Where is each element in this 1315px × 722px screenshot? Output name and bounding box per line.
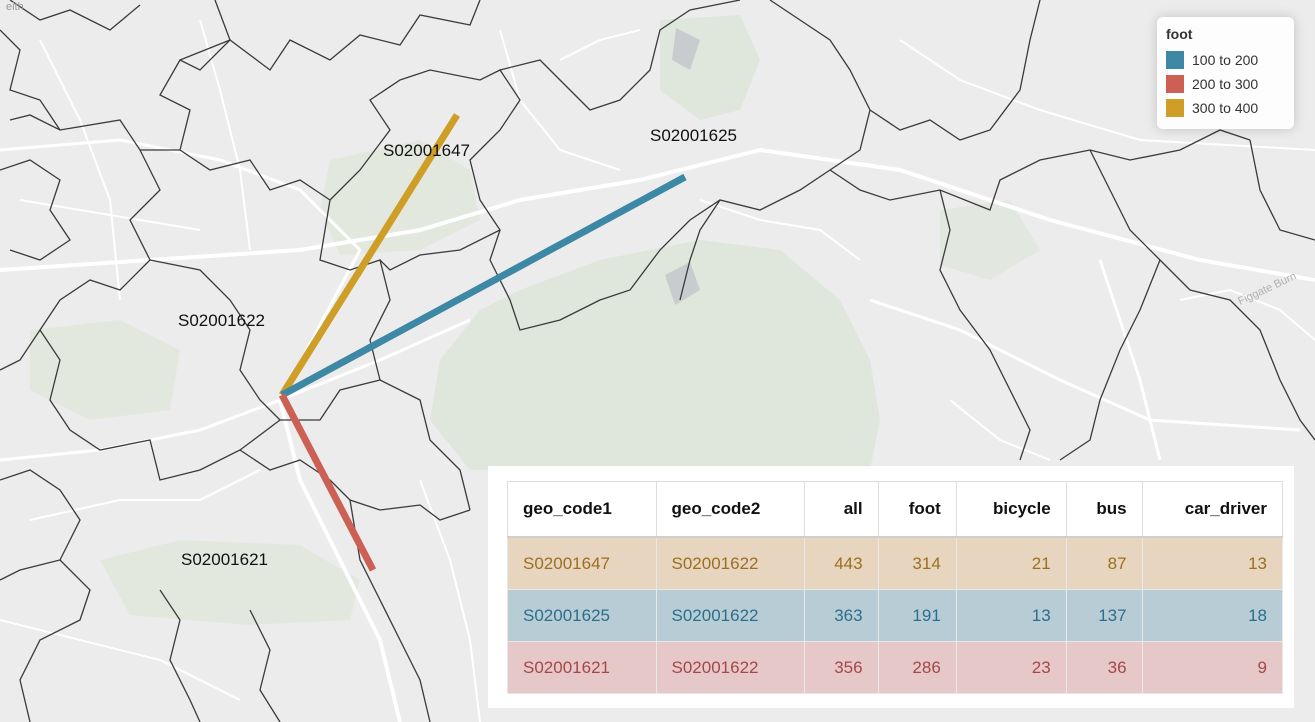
cell-bicycle: 13 [955,589,1067,642]
cell-geo-code2: S02001622 [655,589,805,642]
legend-swatch-icon [1166,99,1184,117]
cell-bicycle: 23 [955,641,1067,694]
flows-table-panel: geo_code1 geo_code2 all foot bicycle bus… [488,466,1294,708]
table-header-row: geo_code1 geo_code2 all foot bicycle bus… [507,481,1284,538]
zone-label-s02001647: S02001647 [383,141,470,160]
cell-car-driver: 9 [1141,641,1284,694]
column-header-geo-code1[interactable]: geo_code1 [507,481,657,538]
column-header-car-driver[interactable]: car_driver [1141,481,1284,538]
park-areas [30,15,1040,625]
zone-label-s02001621: S02001621 [181,550,268,569]
cell-geo-code1: S02001625 [507,589,657,642]
table-row[interactable]: S02001647 S02001622 443 314 21 87 13 [507,536,1284,590]
legend-title: foot [1166,26,1193,42]
column-header-geo-code2[interactable]: geo_code2 [655,481,805,538]
cell-bus: 137 [1065,589,1143,642]
column-header-all[interactable]: all [804,481,879,538]
column-header-foot[interactable]: foot [877,481,957,538]
flow-line-s02001647[interactable] [279,113,460,397]
road-network [0,19,1315,722]
cell-all: 356 [804,641,879,694]
column-header-bus[interactable]: bus [1065,481,1143,538]
legend-item: 300 to 400 [1166,98,1258,118]
basemap-place-label: eith [6,1,24,13]
cell-bus: 87 [1065,536,1143,590]
flow-line-s02001625[interactable] [280,173,687,399]
cell-foot: 286 [877,641,957,694]
legend-swatch-icon [1166,51,1184,69]
table-row[interactable]: S02001625 S02001622 363 191 13 137 18 [507,589,1284,642]
cell-geo-code1: S02001647 [507,536,657,590]
cell-car-driver: 13 [1141,536,1284,590]
cell-foot: 191 [877,589,957,642]
legend-item: 100 to 200 [1166,50,1258,70]
cell-geo-code1: S02001621 [507,641,657,694]
legend-item: 200 to 300 [1166,74,1258,94]
cell-bus: 36 [1065,641,1143,694]
cell-car-driver: 18 [1141,589,1284,642]
zone-label-s02001625: S02001625 [650,126,737,145]
cell-all: 443 [804,536,879,590]
cell-foot: 314 [877,536,957,590]
zone-label-s02001622: S02001622 [178,311,265,330]
column-header-bicycle[interactable]: bicycle [955,481,1067,538]
flows-table: geo_code1 geo_code2 all foot bicycle bus… [507,481,1284,694]
legend-label: 200 to 300 [1192,76,1259,92]
flow-lines [278,113,687,572]
cell-geo-code2: S02001622 [655,536,805,590]
legend-swatch-icon [1166,75,1184,93]
cell-bicycle: 21 [955,536,1067,590]
legend-label: 100 to 200 [1192,52,1259,68]
cell-all: 363 [804,589,879,642]
table-row[interactable]: S02001621 S02001622 356 286 23 36 9 [507,641,1284,694]
map-legend: foot 100 to 200 200 to 300 300 to 400 [1157,17,1294,129]
cell-geo-code2: S02001622 [655,641,805,694]
legend-label: 300 to 400 [1192,100,1259,116]
flow-line-s02001621[interactable] [278,393,377,572]
